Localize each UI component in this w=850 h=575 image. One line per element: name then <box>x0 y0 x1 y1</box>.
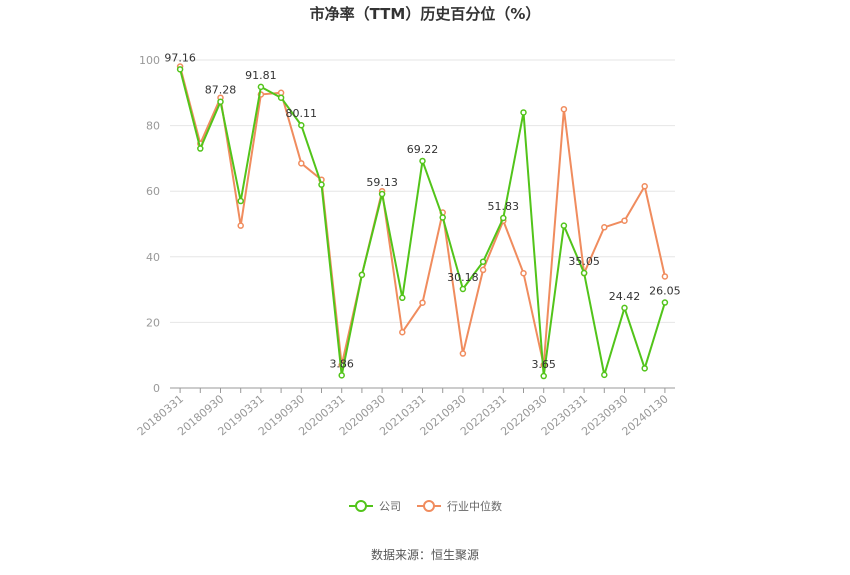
legend-marker <box>355 500 367 512</box>
data-labels: 97.16 87.28 91.81 80.11 3.86 59.13 69.22 30.18 5… <box>164 51 680 371</box>
legend-label: 行业中位数 <box>447 499 502 513</box>
data-point <box>641 365 648 372</box>
data-label: 24.42 <box>609 290 641 303</box>
chart-title: 市净率（TTM）历史百分位（%） <box>310 5 541 23</box>
data-point <box>176 66 184 73</box>
data-point <box>479 258 487 265</box>
data-point <box>580 269 588 277</box>
legend[interactable]: 公司 行业中位数 <box>349 499 502 513</box>
data-point <box>459 285 467 293</box>
data-label: 51.83 <box>488 200 520 213</box>
data-point <box>479 266 487 274</box>
data-point <box>378 190 386 198</box>
y-tick-label: 60 <box>146 185 160 198</box>
data-point <box>520 109 527 116</box>
data-point <box>641 183 648 190</box>
y-tick-label: 100 <box>139 54 160 67</box>
data-label: 59.13 <box>366 176 398 189</box>
y-tick-label: 0 <box>153 382 160 395</box>
data-point <box>358 271 366 279</box>
data-point <box>399 328 406 336</box>
data-point <box>621 217 628 224</box>
data-point <box>560 105 568 113</box>
data-point <box>419 299 426 306</box>
data-point <box>601 224 608 231</box>
data-label: 80.11 <box>286 107 318 120</box>
data-label: 35.05 <box>568 255 600 268</box>
series-line <box>179 69 666 378</box>
y-tick-label: 20 <box>146 316 160 329</box>
y-tick-label: 40 <box>146 251 160 264</box>
data-point <box>540 372 547 380</box>
data-point <box>601 371 608 379</box>
data-label: 26.05 <box>649 285 681 298</box>
data-point <box>298 121 305 129</box>
source-text: 数据来源：恒生聚源 <box>371 547 479 562</box>
data-point <box>237 222 244 229</box>
data-point <box>560 222 568 229</box>
legend-item[interactable]: 公司 <box>349 500 401 513</box>
data-label: 30.18 <box>447 271 479 284</box>
data-label: 3.65 <box>531 358 556 371</box>
series-line <box>179 66 666 367</box>
data-point <box>217 98 224 105</box>
legend-item[interactable]: 行业中位数 <box>417 499 502 513</box>
y-tick-label: 80 <box>146 120 160 133</box>
data-label: 97.16 <box>164 51 196 64</box>
data-point <box>661 273 669 280</box>
data-point <box>459 350 467 357</box>
data-point <box>500 214 507 222</box>
data-point <box>338 372 345 379</box>
data-point <box>419 157 426 165</box>
data-point <box>298 160 305 167</box>
data-point <box>197 145 204 152</box>
data-point <box>257 83 265 91</box>
legend-label: 公司 <box>379 500 401 513</box>
data-label: 87.28 <box>205 84 237 97</box>
legend-marker <box>423 500 435 512</box>
plot-area <box>176 63 669 380</box>
data-label: 91.81 <box>245 69 277 82</box>
data-label: 3.86 <box>329 357 354 370</box>
data-point <box>661 299 669 306</box>
data-label: 69.22 <box>407 143 439 156</box>
data-point <box>277 94 285 101</box>
data-point <box>621 304 628 312</box>
data-point <box>237 197 244 205</box>
data-point <box>439 214 446 221</box>
data-point <box>399 294 406 302</box>
data-point <box>318 181 325 188</box>
data-point <box>520 269 527 277</box>
